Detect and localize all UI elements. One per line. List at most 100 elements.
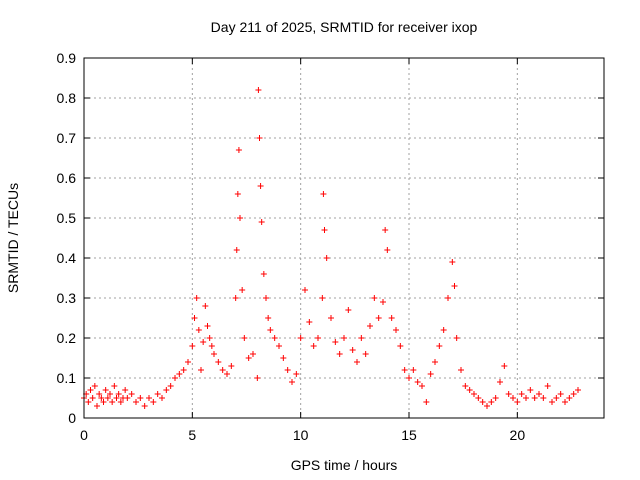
- x-tick-label: 0: [80, 427, 88, 443]
- data-point: [172, 375, 178, 381]
- data-point: [254, 375, 261, 381]
- data-point: [354, 359, 360, 365]
- data-point: [284, 367, 291, 373]
- x-tick-label: 20: [510, 427, 526, 443]
- plot-frame: [83, 57, 605, 419]
- data-point: [265, 315, 272, 321]
- data-point: [195, 327, 202, 333]
- data-point: [492, 395, 499, 401]
- data-point: [87, 387, 94, 393]
- data-point: [276, 343, 282, 349]
- data-point: [235, 147, 242, 153]
- data-point: [206, 335, 213, 341]
- data-point: [315, 335, 321, 341]
- data-point: [191, 315, 198, 321]
- axis-ticks: 0 0.1 0.2 0.3 0.4 0.5 0.6 0.7 0.8 0.9 0 5 10 15 20: [57, 50, 604, 443]
- data-point: [260, 271, 267, 277]
- data-point: [341, 335, 347, 341]
- y-tick-label: 0.1: [57, 370, 77, 386]
- x-tick-label: 15: [401, 427, 417, 443]
- data-point: [255, 87, 262, 93]
- y-tick-label: 0.5: [57, 210, 77, 226]
- data-point: [176, 371, 183, 377]
- data-point: [380, 299, 386, 305]
- data-point: [211, 351, 217, 357]
- data-point: [562, 399, 568, 405]
- data-point: [200, 339, 207, 345]
- data-point: [232, 295, 239, 301]
- data-point: [137, 395, 144, 401]
- data-point: [85, 399, 92, 405]
- grid: [84, 58, 604, 418]
- data-point: [258, 219, 265, 225]
- data-point: [466, 387, 473, 393]
- data-point: [382, 227, 389, 233]
- data-point: [297, 335, 304, 341]
- data-point: [302, 287, 308, 293]
- data-point: [557, 391, 564, 397]
- data-point: [462, 383, 469, 389]
- data-point: [113, 395, 120, 401]
- data-point: [514, 399, 521, 405]
- y-tick-label: 0.4: [57, 250, 77, 266]
- data-point: [436, 343, 443, 349]
- data-point: [128, 391, 135, 397]
- data-point: [393, 327, 399, 333]
- data-point: [497, 379, 503, 385]
- data-point: [271, 335, 278, 341]
- data-point: [96, 391, 103, 397]
- data-point: [150, 399, 157, 405]
- data-point: [475, 395, 482, 401]
- data-point: [445, 295, 451, 301]
- data-point: [419, 383, 425, 389]
- data-point: [510, 395, 516, 401]
- data-point: [89, 395, 96, 401]
- data-point: [245, 355, 252, 361]
- data-point: [349, 347, 356, 353]
- data-point: [228, 363, 235, 369]
- data-point: [234, 191, 241, 197]
- data-point: [94, 403, 100, 409]
- data-point: [540, 395, 547, 401]
- data-point: [117, 399, 124, 405]
- data-point: [109, 399, 116, 405]
- data-point: [115, 391, 122, 397]
- data-point: [202, 303, 209, 309]
- data-point: [319, 295, 326, 301]
- data-point: [91, 383, 98, 389]
- y-tick-label: 0.8: [57, 90, 77, 106]
- data-point: [501, 363, 508, 369]
- data-point: [471, 391, 477, 397]
- data-point: [215, 359, 222, 365]
- data-point: [488, 399, 495, 405]
- data-point: [146, 395, 152, 401]
- data-point: [427, 371, 434, 377]
- data-point: [323, 255, 330, 261]
- data-point: [293, 371, 300, 377]
- data-point: [453, 335, 460, 341]
- data-point: [536, 391, 542, 397]
- data-point: [484, 403, 490, 409]
- y-tick-label: 0: [68, 410, 76, 426]
- data-point: [237, 215, 243, 221]
- data-point: [267, 327, 274, 333]
- data-point: [518, 391, 525, 397]
- data-point: [100, 399, 107, 405]
- data-point: [163, 387, 170, 393]
- data-point: [440, 327, 447, 333]
- data-point: [102, 387, 109, 393]
- data-point: [122, 387, 129, 393]
- data-point: [241, 335, 248, 341]
- data-point: [553, 395, 560, 401]
- data-point: [458, 367, 464, 373]
- data-point: [256, 135, 263, 141]
- data-point: [432, 359, 438, 365]
- data-point: [531, 395, 538, 401]
- x-axis-label: GPS time / hours: [291, 457, 398, 473]
- data-point: [208, 343, 215, 349]
- data-point: [397, 343, 404, 349]
- data-point: [523, 395, 529, 401]
- y-axis-label: SRMTID / TECUs: [5, 183, 21, 293]
- x-tick-label: 10: [293, 427, 309, 443]
